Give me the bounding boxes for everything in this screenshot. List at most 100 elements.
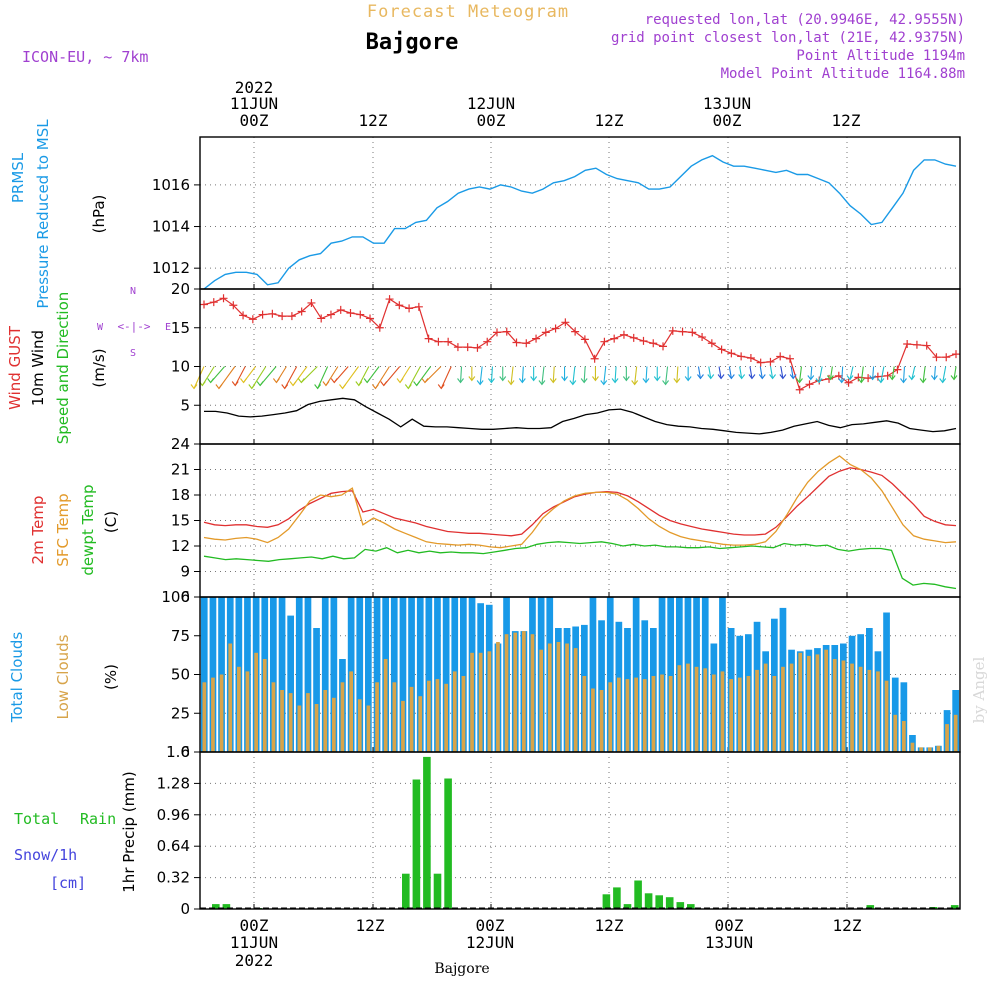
total-cloud-bar (408, 597, 415, 752)
dew-temp-line (203, 541, 957, 590)
low-cloud-bar (642, 679, 647, 752)
wind-arrowhead (487, 378, 495, 384)
wind-arrow (407, 366, 421, 389)
wind-arrowhead (697, 374, 704, 380)
low-cloud-bar (867, 669, 872, 752)
rain-bar (687, 904, 695, 909)
compass-north: N (130, 286, 136, 297)
gust-marker (522, 339, 531, 348)
rain-bar (676, 902, 685, 909)
wind-arrowhead (877, 378, 885, 384)
low-cloud-bar (427, 680, 431, 752)
gust-marker (864, 374, 873, 383)
gust-marker (912, 340, 921, 349)
pressure-unit: (hPa) (90, 195, 108, 234)
gust-marker (239, 311, 248, 320)
wind-arrow (829, 366, 833, 380)
wind-arrow (759, 366, 763, 379)
gust-marker (737, 352, 746, 361)
wind-arrow (284, 366, 298, 389)
gust-marker (698, 333, 707, 342)
gust-line (203, 297, 957, 391)
low-cloud-bar (375, 682, 379, 753)
gust-label: Wind GUST (6, 325, 24, 410)
rain-bar (412, 779, 421, 909)
wind-arrow (614, 366, 617, 383)
low-cloud-bar (487, 651, 492, 753)
gust-marker (727, 349, 736, 358)
wind-arrowhead (707, 374, 715, 380)
wind-arrowhead (549, 378, 557, 384)
gust-marker (571, 327, 580, 336)
y-tick-label: 0 (180, 900, 190, 918)
wind-arrowhead (281, 384, 289, 390)
low-cloud-bar (280, 690, 284, 752)
low-cloud-bar (807, 655, 811, 752)
low-cloud-bar (850, 663, 854, 752)
wind-arrow (770, 366, 774, 379)
wind-arrow (440, 366, 452, 389)
gust-marker (649, 339, 658, 348)
gust-marker (366, 314, 375, 323)
gust-marker (854, 373, 863, 382)
low-cloud-bar (953, 714, 958, 752)
low-cloud-bar (781, 666, 785, 753)
total-cloud-label: Total Clouds (8, 632, 26, 724)
gust-marker (610, 334, 619, 343)
gust-marker (307, 298, 316, 307)
wind-arrowhead (272, 378, 280, 384)
low-cloud-bar (763, 663, 768, 752)
wind-arrow (798, 366, 803, 383)
rain-bar (866, 905, 875, 909)
wind-arrow (849, 366, 854, 380)
total-cloud-bar (304, 597, 312, 752)
gust-marker (903, 340, 912, 349)
low-cloud-bar (435, 679, 440, 752)
low-cloud-bar (582, 676, 587, 752)
model-altitude: Model Point Altitude 1164.88m (721, 66, 965, 82)
wind-arrowhead (538, 380, 546, 386)
wind-arrow (810, 366, 813, 380)
cloud-unit: (%) (102, 664, 120, 690)
wind-arrowhead (499, 376, 507, 382)
total-cloud-bar (278, 597, 286, 752)
total-cloud-bar (373, 597, 381, 752)
low-cloud-bar (409, 686, 414, 752)
top-year-label: 2022 (235, 78, 274, 97)
wind-arrowhead (240, 378, 247, 384)
low-cloud-bar (599, 690, 604, 752)
wind-arrowhead (404, 384, 412, 390)
y-tick-label: 12 (171, 537, 190, 555)
top-time-label: 00Z (713, 111, 742, 130)
point-altitude: Point Altitude 1194m (796, 48, 965, 64)
gust-marker (317, 314, 326, 323)
gust-marker (209, 298, 218, 307)
low-cloud-bar (202, 682, 207, 753)
low-cloud-bar (297, 705, 302, 752)
wind-arrowhead (939, 378, 947, 384)
gust-marker (844, 378, 853, 387)
low-cloud-bar (357, 699, 362, 752)
low-cloud-bar (340, 682, 345, 753)
y-tick-label: 75 (171, 627, 190, 645)
low-cloud-bar (452, 671, 457, 752)
low-cloud-bar (504, 634, 509, 752)
bottom-date-label: 11JUN (230, 933, 278, 952)
wind-arrowhead (807, 375, 815, 381)
low-cloud-bar (737, 677, 742, 752)
low-cloud-bar (893, 714, 898, 752)
y-tick-label: 1012 (152, 259, 190, 277)
rain-bar (212, 904, 220, 909)
top-date-label: 13JUN (703, 94, 751, 113)
y-tick-label: 0.64 (157, 837, 190, 855)
requested-coords: requested lon,lat (20.9946E, 42.9555N) (645, 12, 965, 28)
gust-marker (952, 350, 960, 359)
gust-marker (590, 354, 599, 363)
total-cloud-bar (416, 597, 424, 752)
bottom-time-label: 00Z (240, 916, 269, 935)
gust-marker (825, 374, 834, 383)
top-time-label: 12Z (832, 111, 861, 130)
total-cloud-bar (606, 597, 614, 752)
total-cloud-bar (330, 597, 338, 752)
